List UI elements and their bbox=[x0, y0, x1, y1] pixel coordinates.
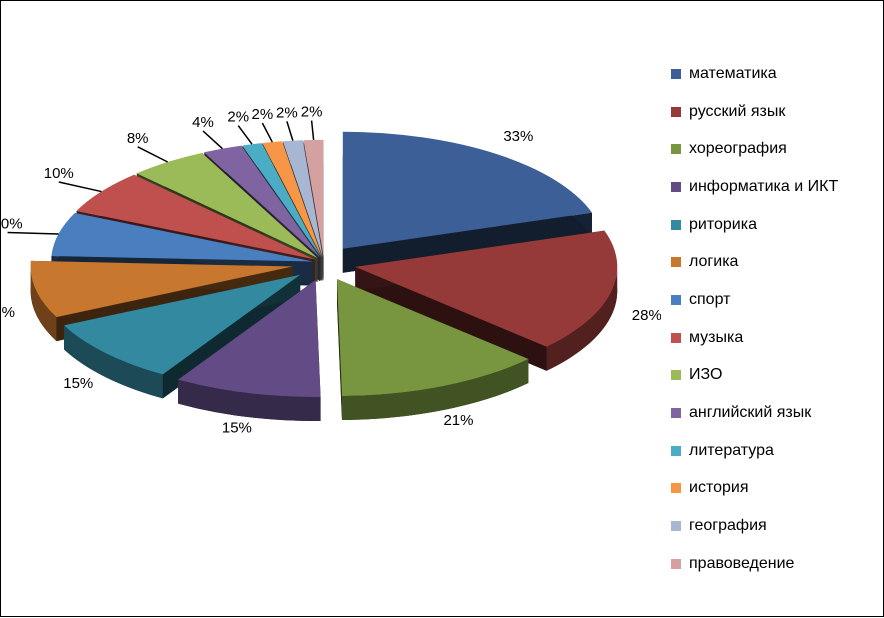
data-label-14: 2% bbox=[301, 104, 323, 121]
legend-swatch bbox=[671, 558, 681, 569]
legend-item: география bbox=[671, 507, 881, 545]
pie-slice-4 bbox=[178, 279, 321, 421]
data-label-4: 15% bbox=[222, 420, 252, 437]
label-leader-7 bbox=[7, 231, 59, 235]
label-leader-9 bbox=[137, 146, 168, 163]
legend-label: музыка bbox=[689, 328, 744, 346]
label-leader-14 bbox=[310, 120, 315, 141]
legend-item: английский язык bbox=[671, 394, 881, 432]
data-label-2: 28% bbox=[632, 307, 661, 324]
legend-item: русский язык bbox=[671, 93, 881, 131]
data-label-7: 10% bbox=[1, 215, 23, 232]
data-label-1: 33% bbox=[503, 128, 533, 145]
legend-item: литература bbox=[671, 432, 881, 470]
label-leader-13 bbox=[286, 121, 294, 141]
legend-label: хореография bbox=[689, 140, 787, 158]
legend-swatch bbox=[671, 408, 681, 419]
label-leader-11 bbox=[237, 125, 253, 145]
legend-label: английский язык bbox=[689, 404, 812, 422]
legend-label: ИЗО bbox=[689, 366, 723, 384]
data-label-8: 10% bbox=[44, 165, 74, 182]
legend-label: спорт bbox=[689, 290, 731, 308]
pie-slice-5 bbox=[64, 274, 301, 399]
legend-swatch bbox=[671, 181, 681, 192]
legend-item: история bbox=[671, 470, 881, 508]
legend: математика русский язык хореография информа… bbox=[671, 55, 881, 583]
pie-slice-1 bbox=[342, 131, 592, 273]
label-leader-12 bbox=[261, 122, 273, 143]
legend-item: спорт bbox=[671, 281, 881, 319]
data-label-10: 4% bbox=[192, 114, 214, 131]
data-label-12: 2% bbox=[252, 106, 274, 123]
legend-label: история bbox=[689, 479, 749, 497]
legend-item: информатика и ИКТ bbox=[671, 168, 881, 206]
label-leader-10 bbox=[202, 130, 223, 150]
data-label-3: 21% bbox=[443, 412, 473, 429]
data-label-5: 15% bbox=[63, 375, 93, 392]
legend-swatch bbox=[671, 257, 681, 268]
legend-swatch bbox=[671, 521, 681, 532]
legend-swatch bbox=[671, 332, 681, 343]
legend-swatch bbox=[671, 144, 681, 155]
legend-item: математика bbox=[671, 55, 881, 93]
label-leader-8 bbox=[58, 181, 102, 193]
legend-swatch bbox=[671, 219, 681, 230]
legend-swatch bbox=[671, 68, 681, 79]
legend-item: правоведение bbox=[671, 545, 881, 583]
legend-swatch bbox=[671, 483, 681, 494]
legend-swatch bbox=[671, 294, 681, 305]
legend-label: информатика и ИКТ bbox=[689, 177, 839, 195]
legend-item: логика bbox=[671, 243, 881, 281]
pie-slice-2 bbox=[355, 230, 618, 371]
legend-label: математика bbox=[689, 64, 777, 82]
legend-label: русский язык bbox=[689, 102, 786, 120]
legend-swatch bbox=[671, 370, 681, 381]
legend-item: ИЗО bbox=[671, 357, 881, 395]
data-label-9: 8% bbox=[127, 130, 149, 147]
legend-item: музыка bbox=[671, 319, 881, 357]
legend-label: география bbox=[689, 517, 767, 535]
data-label-11: 2% bbox=[227, 109, 249, 126]
legend-label: правоведение bbox=[689, 554, 795, 572]
legend-item: риторика bbox=[671, 206, 881, 244]
legend-item: хореография bbox=[671, 130, 881, 168]
legend-swatch bbox=[671, 445, 681, 456]
pie-chart: 33%28%21%15%15%13%10%10%8%4%2%2%2%2% bbox=[1, 104, 661, 437]
legend-label: риторика bbox=[689, 215, 757, 233]
legend-label: логика bbox=[689, 253, 739, 271]
data-label-13: 2% bbox=[276, 104, 298, 121]
legend-swatch bbox=[671, 106, 681, 117]
data-label-6: 13% bbox=[1, 304, 15, 321]
legend-label: литература bbox=[689, 441, 774, 459]
pie-slice-3 bbox=[337, 279, 529, 421]
